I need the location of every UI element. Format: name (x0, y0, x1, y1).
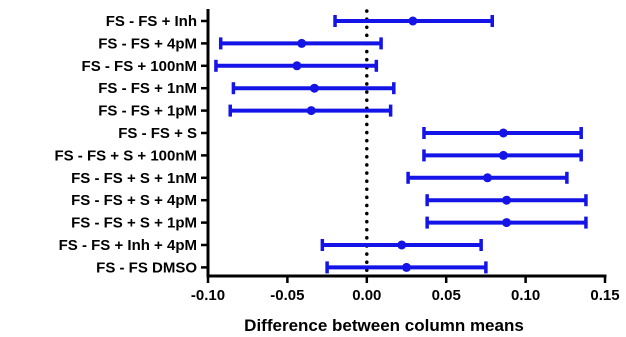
mean-point (297, 38, 307, 48)
mean-point (306, 106, 316, 116)
mean-point (402, 262, 411, 272)
category-label: FS - FS DMSO (96, 259, 197, 276)
category-label: FS - FS + 1pM (98, 103, 197, 120)
x-tick-label: 0.10 (511, 287, 540, 304)
category-label: FS - FS + 4pM (98, 35, 197, 52)
category-label: FS - FS + Inh (106, 13, 197, 30)
x-axis: -0.10 -0.05 0.00 0.05 0.10 0.15 (191, 274, 620, 304)
x-axis-title: Difference between column means (244, 316, 524, 335)
category-label: FS - FS + 1nM (98, 80, 197, 97)
x-tick-label: 0.05 (432, 287, 461, 304)
interval-marks (214, 15, 588, 274)
category-label: FS - FS + S + 4pM (71, 192, 197, 209)
mean-point (309, 83, 319, 93)
mean-point (397, 240, 407, 250)
x-tick-label: 0.00 (352, 287, 381, 304)
category-label: FS - FS + S + 100nM (54, 147, 197, 164)
y-axis: FS - FS + Inh FS - FS + 4pM FS - FS + 100n… (54, 9, 210, 276)
mean-point (502, 195, 512, 205)
mean-point (498, 128, 508, 138)
mean-point (292, 61, 302, 71)
category-label: FS - FS + S (118, 125, 197, 142)
x-tick-label: -0.10 (191, 287, 225, 304)
mean-point (502, 218, 512, 228)
mean-point (498, 150, 508, 160)
mean-point (408, 16, 418, 26)
mean-point (482, 173, 492, 183)
x-tick-label: 0.15 (590, 287, 619, 304)
category-label: FS - FS + S + 1pM (71, 215, 197, 232)
category-label: FS - FS + Inh + 4pM (59, 237, 197, 254)
category-label: FS - FS + 100nM (82, 58, 197, 75)
category-label: FS - FS + S + 1nM (71, 170, 197, 187)
x-tick-label: -0.05 (270, 287, 304, 304)
